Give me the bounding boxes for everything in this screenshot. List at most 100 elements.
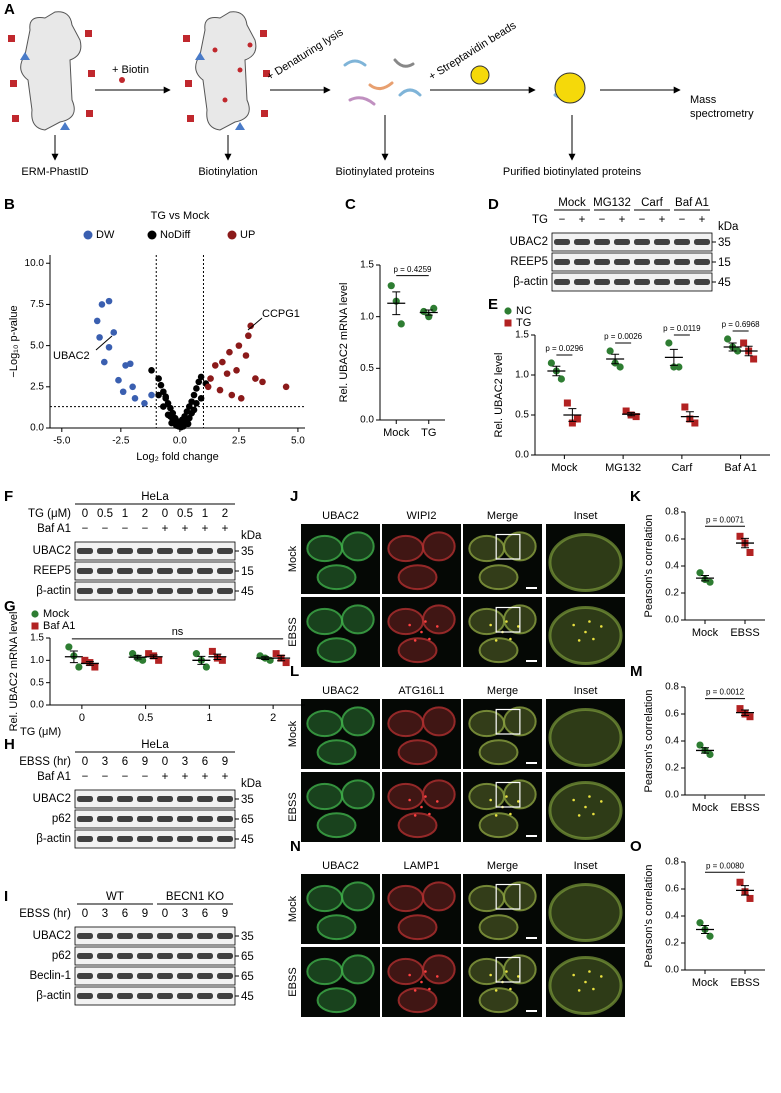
band xyxy=(197,933,213,939)
lane-label: − xyxy=(639,214,646,226)
lane-label: 0 xyxy=(162,908,168,920)
cell xyxy=(422,706,456,737)
band xyxy=(217,588,233,594)
kda-label: 15 xyxy=(241,566,254,578)
p-value: p = 0.6968 xyxy=(722,320,761,329)
bead-cluster xyxy=(554,72,586,104)
band xyxy=(177,933,193,939)
band xyxy=(614,279,630,285)
lane-label: − xyxy=(82,523,89,535)
band xyxy=(117,568,133,574)
point xyxy=(235,342,243,349)
point xyxy=(155,391,162,399)
cell xyxy=(468,782,506,811)
band xyxy=(157,816,173,822)
band xyxy=(594,279,610,285)
point xyxy=(750,355,758,363)
channel-label: Merge xyxy=(487,510,518,522)
punctum xyxy=(600,625,603,628)
point xyxy=(141,399,148,407)
punctum xyxy=(413,639,417,642)
error-bar xyxy=(741,885,749,896)
kda-label: 65 xyxy=(241,951,254,963)
error-bar xyxy=(741,537,749,549)
band xyxy=(137,588,153,594)
biotin xyxy=(247,42,253,48)
y-tick-label: 0.6 xyxy=(665,884,679,895)
leader xyxy=(95,335,113,351)
band xyxy=(117,836,133,842)
point xyxy=(252,375,259,382)
cell xyxy=(468,607,506,636)
band xyxy=(97,548,113,554)
band-label: p62 xyxy=(52,813,71,825)
punctum xyxy=(572,623,575,627)
punctum xyxy=(517,625,520,628)
kda-label: 45 xyxy=(718,277,731,289)
lane-label: 9 xyxy=(142,908,148,920)
band xyxy=(117,973,133,979)
biotin xyxy=(222,97,228,103)
lane-label: − xyxy=(559,214,566,226)
band xyxy=(634,259,650,265)
point xyxy=(696,569,704,577)
channel-label: UBAC2 xyxy=(322,510,359,522)
point xyxy=(547,359,555,367)
row-label: EBSS xyxy=(287,792,299,821)
lane-label: 2 xyxy=(222,508,228,520)
y-tick-label: 0.4 xyxy=(665,561,679,572)
point xyxy=(568,419,576,427)
punctum xyxy=(494,814,498,817)
band xyxy=(77,836,93,842)
legend-label: TG xyxy=(516,317,531,329)
legend-label: Mock xyxy=(43,608,70,620)
point xyxy=(65,643,73,651)
cell xyxy=(387,884,425,913)
lane-label: + xyxy=(202,523,209,535)
point xyxy=(397,320,405,328)
punctum xyxy=(424,970,427,973)
band-label: UBAC2 xyxy=(510,236,548,248)
point xyxy=(182,416,190,424)
final-label: Mass xyxy=(690,94,717,106)
point xyxy=(110,329,118,336)
y-axis-label: Rel. UBAC2 level xyxy=(493,353,505,438)
band xyxy=(217,568,233,574)
band xyxy=(77,588,93,594)
point xyxy=(430,304,438,312)
point xyxy=(632,413,640,421)
band xyxy=(97,993,113,999)
band xyxy=(217,973,233,979)
punctum xyxy=(588,970,591,973)
y-tick-label: 5.0 xyxy=(30,340,44,351)
marker xyxy=(235,122,245,130)
punctum xyxy=(436,975,439,978)
band xyxy=(197,836,213,842)
cell xyxy=(397,914,438,941)
point xyxy=(160,388,167,396)
band xyxy=(77,953,93,959)
y-tick-label: 0.2 xyxy=(665,588,679,599)
point xyxy=(126,360,134,368)
cell xyxy=(387,534,425,563)
punctum xyxy=(592,987,595,991)
lane-label: 3 xyxy=(102,756,108,768)
y-tick-label: 0.5 xyxy=(515,410,529,421)
point xyxy=(186,403,193,410)
y-axis-label: Rel. UBAC2 mRNA level xyxy=(8,612,20,732)
point xyxy=(208,647,216,655)
cell xyxy=(341,881,375,912)
x-tick-label: 5.0 xyxy=(291,436,305,447)
y-tick-label: 0.8 xyxy=(665,682,679,693)
point xyxy=(193,385,200,392)
point xyxy=(197,373,205,381)
band xyxy=(97,568,113,574)
point xyxy=(282,659,290,667)
kda-unit: kDa xyxy=(718,221,739,233)
point xyxy=(736,532,744,540)
lane-label: 9 xyxy=(222,908,228,920)
lane-label: + xyxy=(202,771,209,783)
point xyxy=(706,578,714,586)
panel-letter: M xyxy=(630,663,643,680)
kda-label: 45 xyxy=(241,991,254,1003)
